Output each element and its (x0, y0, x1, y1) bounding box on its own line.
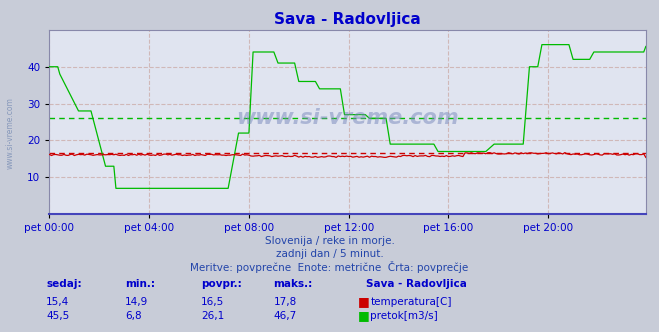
Text: zadnji dan / 5 minut.: zadnji dan / 5 minut. (275, 249, 384, 259)
Text: 6,8: 6,8 (125, 311, 142, 321)
Text: pretok[m3/s]: pretok[m3/s] (370, 311, 438, 321)
Text: Sava - Radovljica: Sava - Radovljica (366, 279, 467, 289)
Text: 26,1: 26,1 (201, 311, 224, 321)
Text: www.si-vreme.com: www.si-vreme.com (237, 108, 459, 128)
Text: 16,5: 16,5 (201, 297, 224, 307)
Text: temperatura[C]: temperatura[C] (370, 297, 452, 307)
Text: ■: ■ (358, 295, 370, 308)
Text: www.si-vreme.com: www.si-vreme.com (5, 97, 14, 169)
Text: sedaj:: sedaj: (46, 279, 82, 289)
Text: min.:: min.: (125, 279, 156, 289)
Text: 17,8: 17,8 (273, 297, 297, 307)
Text: 15,4: 15,4 (46, 297, 69, 307)
Text: 14,9: 14,9 (125, 297, 148, 307)
Text: povpr.:: povpr.: (201, 279, 242, 289)
Text: Slovenija / reke in morje.: Slovenija / reke in morje. (264, 236, 395, 246)
Text: Meritve: povprečne  Enote: metrične  Črta: povprečje: Meritve: povprečne Enote: metrične Črta:… (190, 261, 469, 273)
Text: maks.:: maks.: (273, 279, 313, 289)
Text: ■: ■ (358, 309, 370, 322)
Text: 45,5: 45,5 (46, 311, 69, 321)
Title: Sava - Radovljica: Sava - Radovljica (274, 12, 421, 27)
Text: 46,7: 46,7 (273, 311, 297, 321)
